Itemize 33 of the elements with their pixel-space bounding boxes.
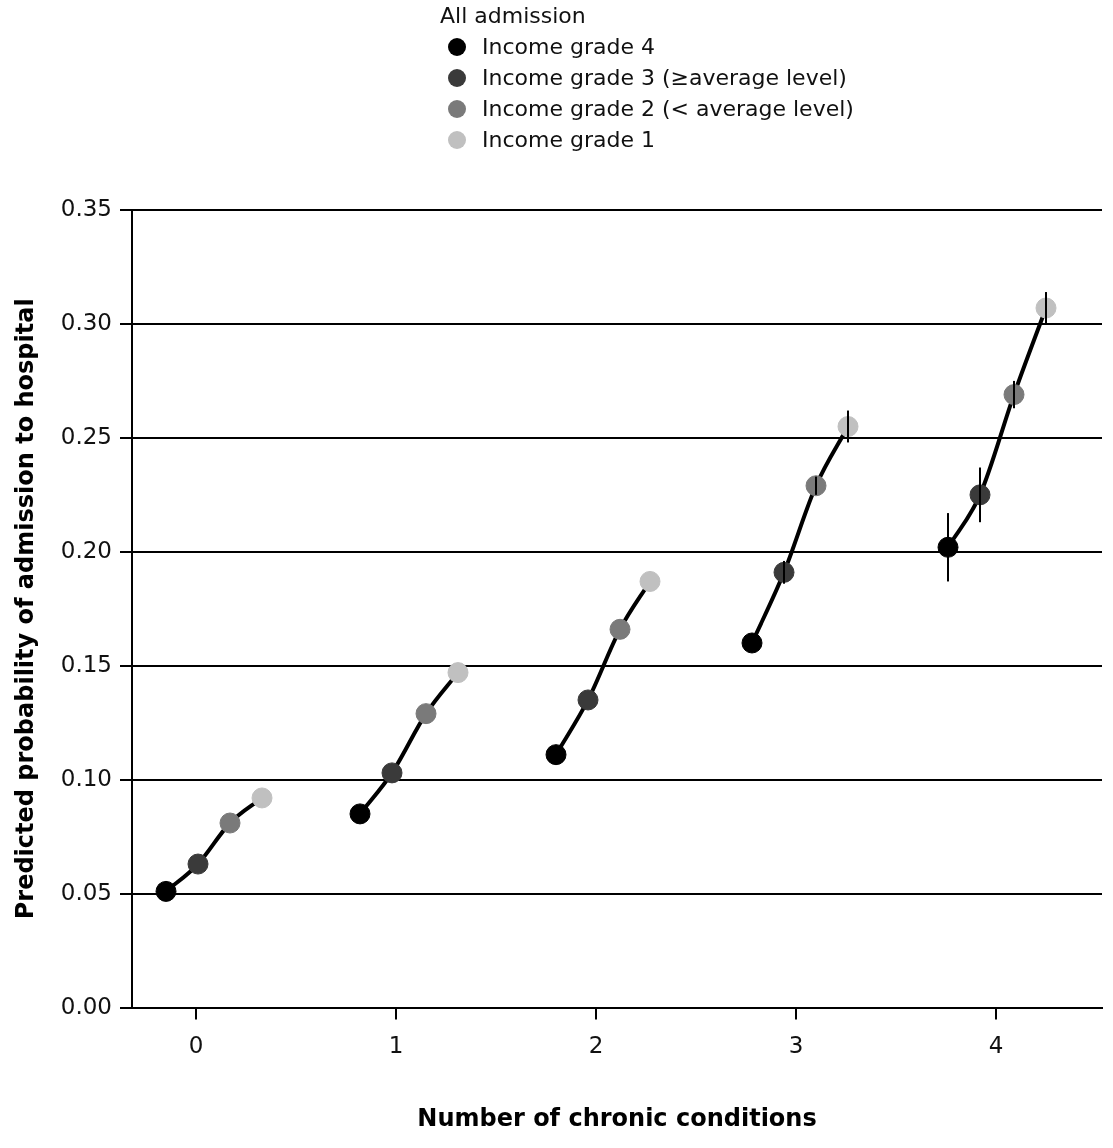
- point: [187, 853, 209, 875]
- point: [349, 803, 371, 825]
- point: [741, 632, 763, 654]
- y-tick-label: 0.30: [60, 308, 113, 335]
- y-tick-label: 0.35: [60, 194, 113, 221]
- point: [251, 787, 273, 809]
- legend-label: Income grade 3 (≥average level): [482, 64, 847, 92]
- legend-title: All admission: [440, 2, 587, 30]
- point: [577, 689, 599, 711]
- point: [155, 880, 177, 902]
- point: [447, 662, 469, 684]
- point: [415, 703, 437, 725]
- y-tick-label: 0.25: [60, 422, 113, 449]
- y-axis-title: Predicted probability of admission to hospital: [10, 298, 39, 920]
- point: [609, 618, 631, 640]
- x-axis-title: Number of chronic conditions: [417, 1103, 817, 1132]
- legend-label: Income grade 4: [482, 33, 655, 61]
- x-tick-label: 2: [588, 1032, 604, 1059]
- y-tick-label: 0.15: [60, 650, 113, 677]
- point: [639, 570, 661, 592]
- y-tick-label: 0.10: [60, 764, 113, 791]
- x-tick-label: 0: [188, 1032, 204, 1059]
- y-tick-label: 0.00: [60, 992, 113, 1019]
- legend-label: Income grade 1: [482, 126, 655, 154]
- point: [219, 812, 241, 834]
- x-tick-label: 1: [388, 1032, 404, 1059]
- point: [545, 744, 567, 766]
- y-tick-label: 0.05: [60, 878, 113, 905]
- point: [381, 762, 403, 784]
- x-tick-label: 4: [988, 1032, 1004, 1059]
- x-tick-label: 3: [788, 1032, 804, 1059]
- legend-label: Income grade 2 (< average level): [482, 95, 854, 123]
- y-tick-label: 0.20: [60, 536, 113, 563]
